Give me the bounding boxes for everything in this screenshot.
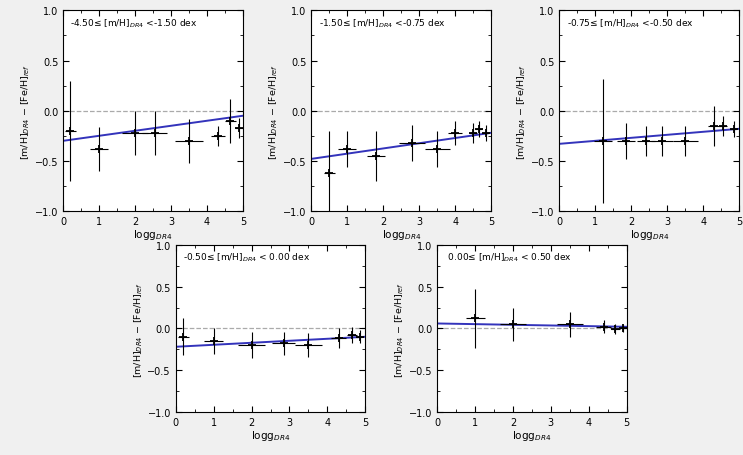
X-axis label: logg$_{DR4}$: logg$_{DR4}$ bbox=[382, 228, 421, 242]
X-axis label: logg$_{DR4}$: logg$_{DR4}$ bbox=[630, 228, 669, 242]
Y-axis label: [m/H]$_{DR4}$ − [Fe/H]$_{ref}$: [m/H]$_{DR4}$ − [Fe/H]$_{ref}$ bbox=[267, 64, 280, 159]
Y-axis label: [m/H]$_{DR4}$ − [Fe/H]$_{ref}$: [m/H]$_{DR4}$ − [Fe/H]$_{ref}$ bbox=[19, 64, 32, 159]
X-axis label: logg$_{DR4}$: logg$_{DR4}$ bbox=[512, 428, 551, 442]
Text: -1.50≤ [m/H]$_{DR4}$ <-0.75 dex: -1.50≤ [m/H]$_{DR4}$ <-0.75 dex bbox=[319, 17, 445, 30]
Y-axis label: [m/H]$_{DR4}$ − [Fe/H]$_{ref}$: [m/H]$_{DR4}$ − [Fe/H]$_{ref}$ bbox=[394, 281, 406, 377]
Text: 0.00≤ [m/H]$_{DR4}$ < 0.50 dex: 0.00≤ [m/H]$_{DR4}$ < 0.50 dex bbox=[445, 251, 571, 263]
Text: -4.50≤ [m/H]$_{DR4}$ <-1.50 dex: -4.50≤ [m/H]$_{DR4}$ <-1.50 dex bbox=[71, 17, 198, 30]
Y-axis label: [m/H]$_{DR4}$ − [Fe/H]$_{ref}$: [m/H]$_{DR4}$ − [Fe/H]$_{ref}$ bbox=[516, 64, 528, 159]
X-axis label: logg$_{DR4}$: logg$_{DR4}$ bbox=[134, 228, 172, 242]
Text: -0.50≤ [m/H]$_{DR4}$ < 0.00 dex: -0.50≤ [m/H]$_{DR4}$ < 0.00 dex bbox=[184, 251, 311, 263]
X-axis label: logg$_{DR4}$: logg$_{DR4}$ bbox=[251, 428, 291, 442]
Text: -0.75≤ [m/H]$_{DR4}$ <-0.50 dex: -0.75≤ [m/H]$_{DR4}$ <-0.50 dex bbox=[567, 17, 693, 30]
Y-axis label: [m/H]$_{DR4}$ − [Fe/H]$_{ref}$: [m/H]$_{DR4}$ − [Fe/H]$_{ref}$ bbox=[132, 281, 145, 377]
